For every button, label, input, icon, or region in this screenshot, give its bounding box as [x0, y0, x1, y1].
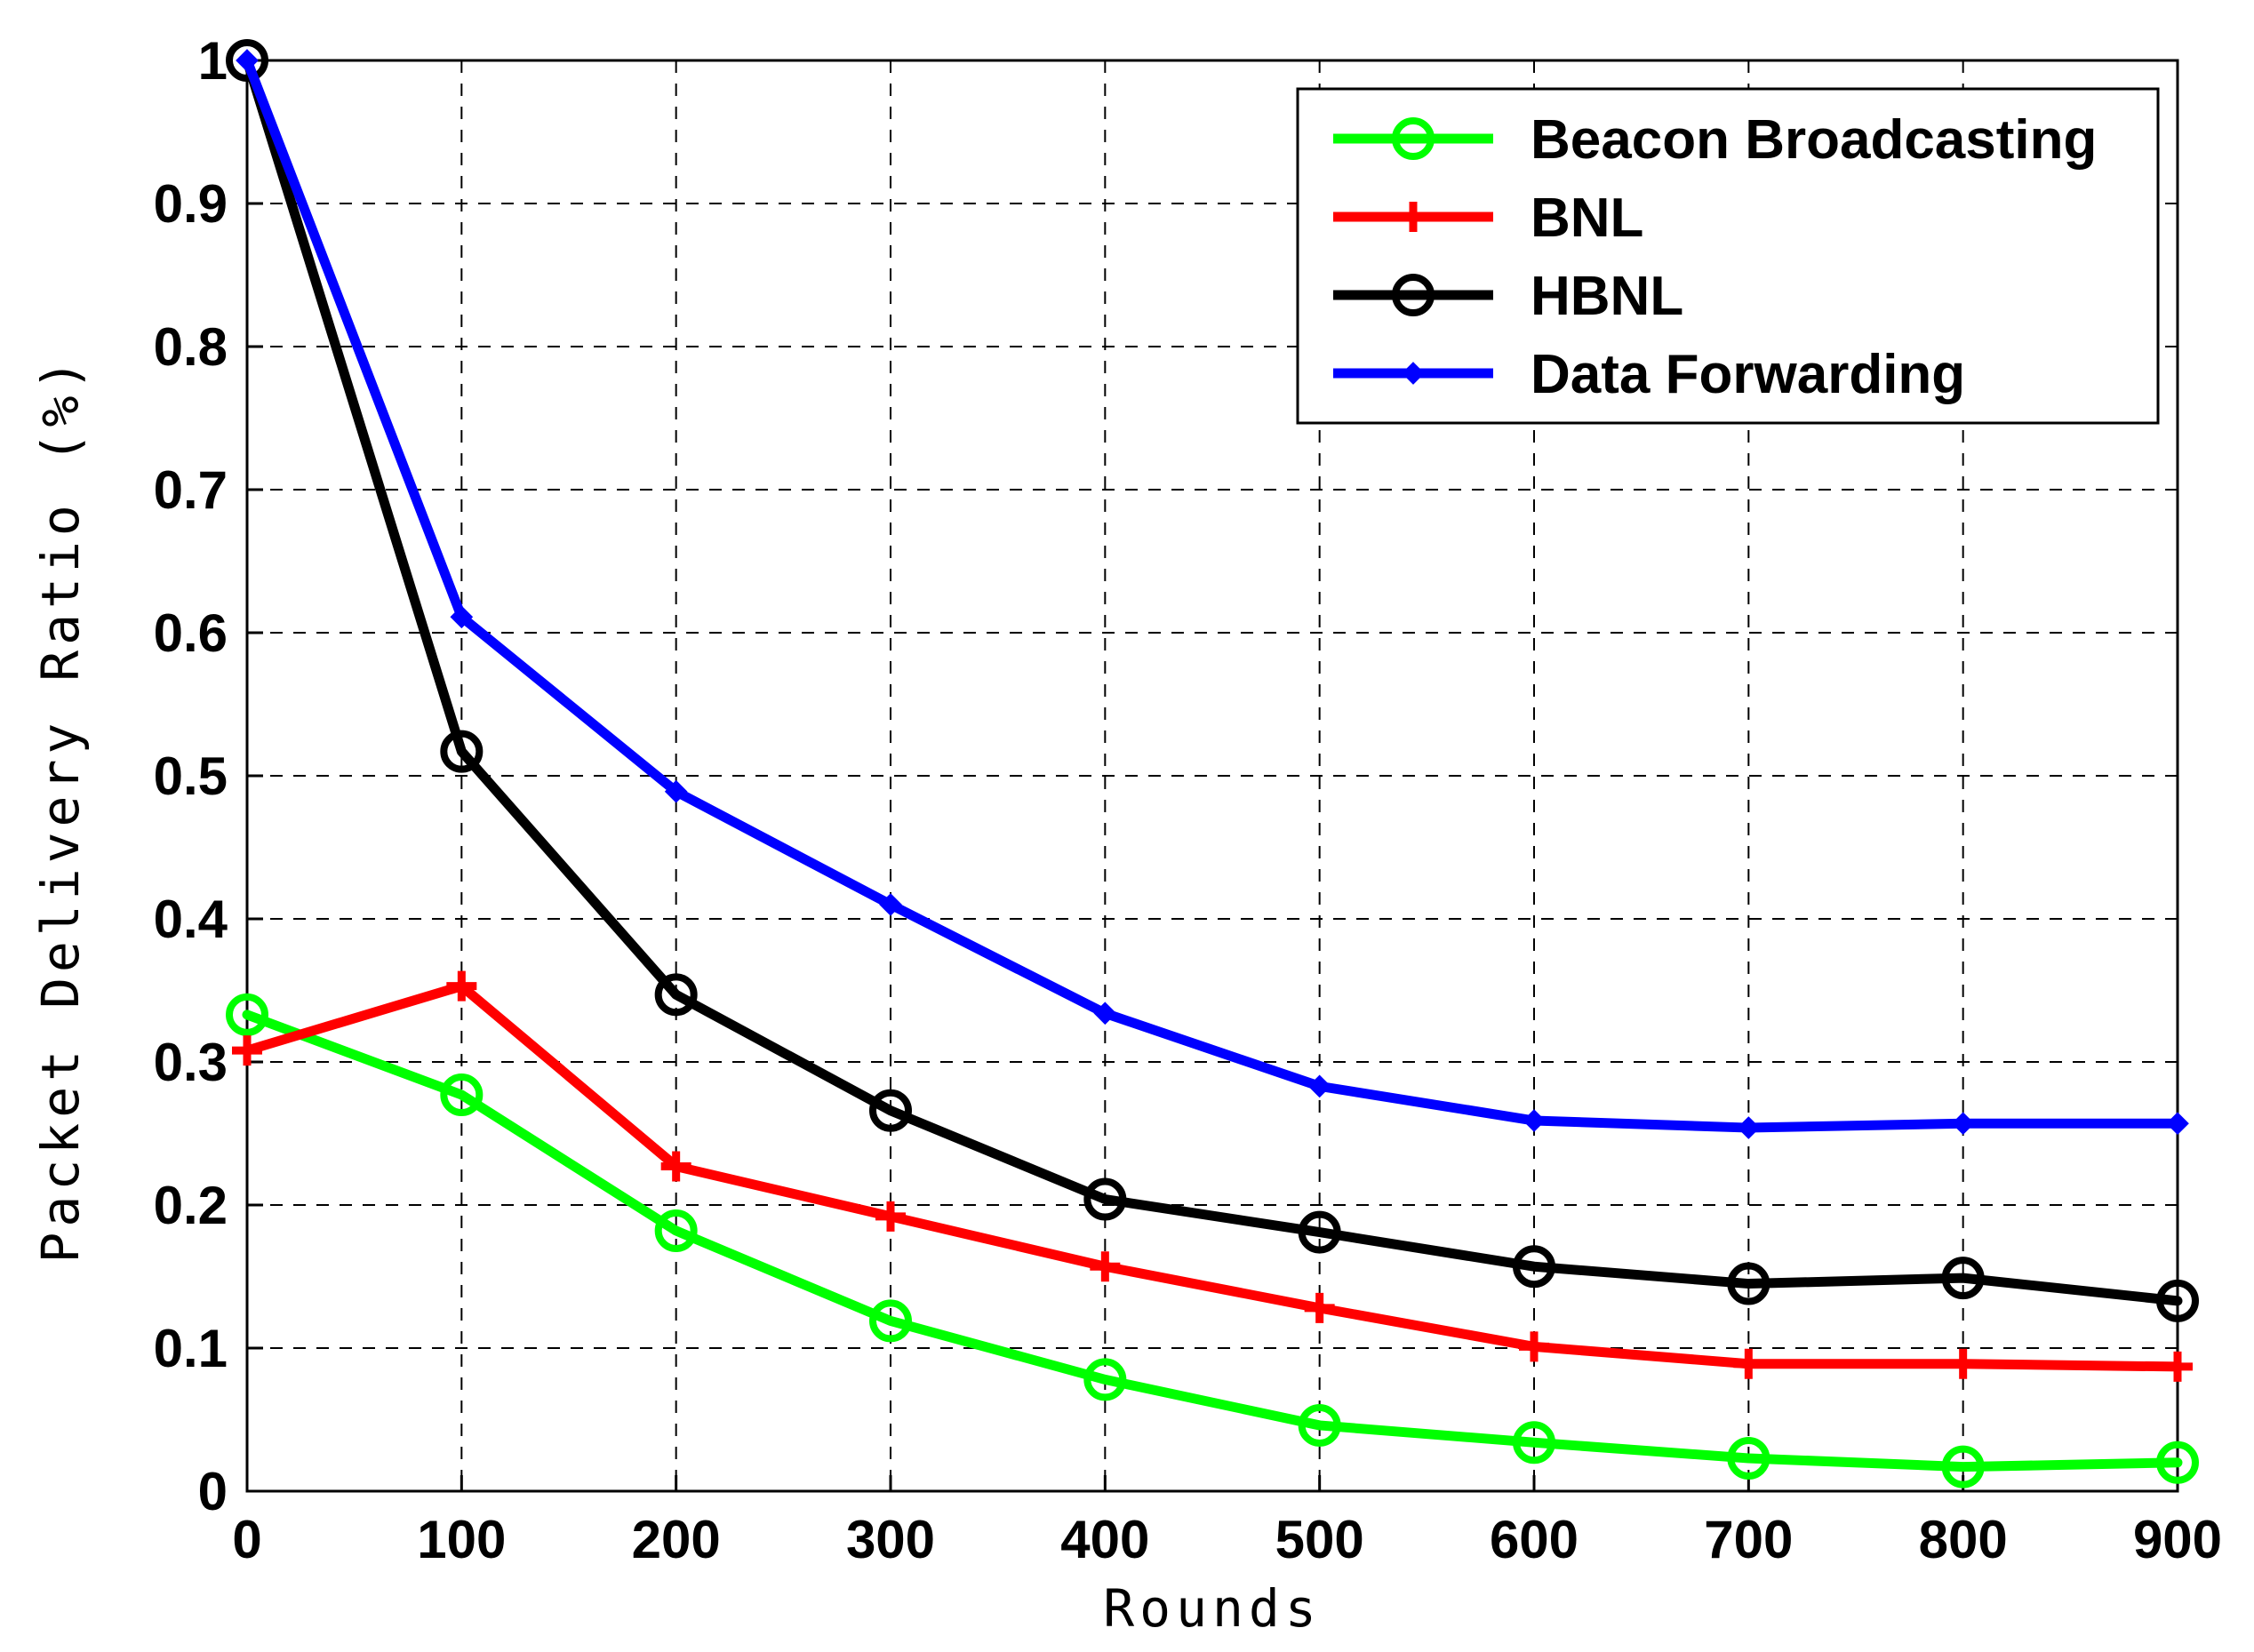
data-point [2156, 1441, 2199, 1484]
legend-item: HBNL [1333, 266, 1683, 327]
series-beacon-broadcasting [226, 993, 2199, 1488]
y-tick-label: 0.3 [154, 1033, 228, 1092]
data-point [226, 39, 268, 82]
y-tick-label: 0.2 [154, 1176, 228, 1235]
data-point [1083, 1177, 1127, 1221]
x-tick-label: 100 [417, 1510, 506, 1569]
y-tick-label: 0 [198, 1462, 228, 1521]
data-point [450, 605, 474, 629]
data-point [1083, 1358, 1127, 1401]
x-tick-label: 900 [2133, 1510, 2222, 1569]
data-point [654, 1209, 698, 1252]
data-point [1947, 1348, 1978, 1379]
data-point [1304, 1292, 1335, 1323]
data-point [1513, 1245, 1555, 1289]
x-tick-label: 0 [232, 1510, 261, 1569]
x-axis-label: Rounds [1103, 1578, 1322, 1639]
data-point [1727, 1262, 1770, 1305]
data-point [1523, 1109, 1546, 1132]
data-point [440, 1073, 484, 1117]
y-axis-label: Packet Delivery Ratio (%) [30, 355, 91, 1264]
legend: Beacon Broadcasting BNL HBNL Data Forwardin… [1296, 87, 2160, 425]
x-tick-label: 600 [1490, 1510, 1579, 1569]
data-point [2162, 1351, 2193, 1382]
data-point [1737, 1116, 1761, 1139]
legend-item: Beacon Broadcasting [1333, 109, 2097, 171]
data-series [226, 39, 2199, 1488]
y-tick-label: 0.8 [154, 317, 228, 377]
data-point [1307, 1074, 1331, 1098]
data-point [446, 970, 477, 1002]
series-data-forwarding [236, 49, 2189, 1139]
data-point [1513, 1421, 1555, 1464]
series-line [242, 981, 2183, 1372]
y-tick-label: 0.6 [154, 603, 228, 663]
legend-marker [1392, 117, 1435, 160]
data-point [1727, 1436, 1770, 1480]
axis-ticks: 0 100 200 300 400 500 600 700 800 900 0 0.1 0.2 0.3 0.… [154, 31, 2222, 1569]
legend-box [1296, 87, 2160, 425]
legend-item: BNL [1333, 188, 1643, 249]
data-point [869, 1089, 912, 1132]
legend-label: HBNL [1531, 266, 1683, 327]
data-point [1733, 1348, 1764, 1379]
y-tick-label: 0.1 [154, 1319, 228, 1378]
data-point [654, 973, 698, 1017]
data-point [1093, 1002, 1117, 1026]
legend-label: Data Forwarding [1531, 344, 1965, 405]
data-point [664, 779, 688, 803]
legend-label: Beacon Broadcasting [1531, 109, 2097, 171]
data-point [1298, 1403, 1341, 1447]
x-tick-label: 200 [632, 1510, 721, 1569]
series-hbnl [226, 39, 2199, 1322]
x-tick-label: 400 [1060, 1510, 1149, 1569]
data-point [1941, 1445, 1985, 1488]
x-tick-label: 300 [846, 1510, 935, 1569]
series-line [242, 1010, 2183, 1472]
data-point [2166, 1112, 2189, 1136]
data-point [869, 1299, 912, 1343]
series-line [242, 55, 2183, 1306]
data-point [1951, 1112, 1975, 1136]
data-point [879, 893, 902, 916]
legend-marker [1398, 202, 1428, 232]
series-line [242, 55, 2183, 1133]
data-point [2156, 1279, 2199, 1322]
legend-item: Data Forwarding [1333, 344, 1965, 405]
data-point [226, 993, 268, 1036]
x-tick-label: 800 [1919, 1510, 2008, 1569]
legend-marker [1402, 362, 1425, 385]
data-point [236, 49, 259, 72]
y-tick-label: 0.4 [154, 890, 228, 949]
y-tick-label: 0.5 [154, 746, 228, 806]
data-point [232, 1035, 262, 1066]
data-point [1519, 1331, 1549, 1362]
y-tick-label: 0.7 [154, 460, 228, 520]
data-point [1941, 1257, 1985, 1300]
legend-label: BNL [1531, 188, 1643, 249]
series-bnl [232, 970, 2193, 1382]
x-tick-label: 700 [1704, 1510, 1793, 1569]
data-point [875, 1201, 906, 1232]
y-tick-label: 1 [198, 31, 228, 91]
x-tick-label: 500 [1275, 1510, 1364, 1569]
y-tick-label: 0.9 [154, 174, 228, 234]
data-point [1298, 1210, 1341, 1254]
data-point [660, 1151, 691, 1182]
data-point [440, 730, 484, 773]
data-point [1090, 1251, 1121, 1282]
legend-marker [1392, 274, 1435, 316]
